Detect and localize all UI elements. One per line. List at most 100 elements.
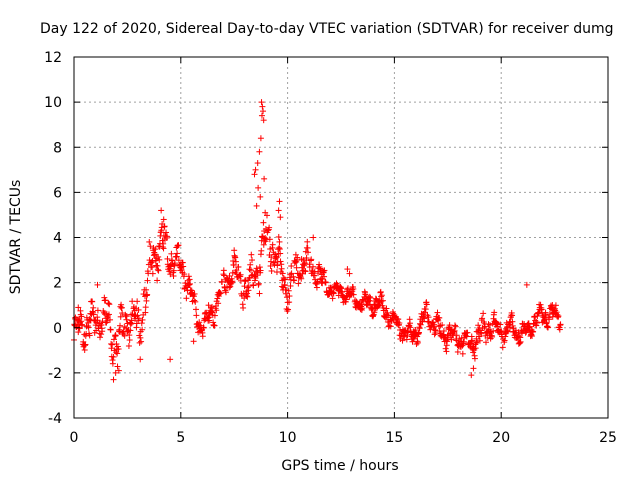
data-point [220, 267, 227, 274]
data-point [499, 344, 506, 351]
data-point [400, 333, 407, 340]
data-point [268, 254, 275, 261]
data-point [311, 272, 318, 279]
data-point [305, 249, 312, 256]
data-point [256, 290, 263, 297]
data-point [160, 216, 167, 223]
data-point [474, 338, 481, 345]
data-point [490, 327, 497, 334]
data-point [167, 356, 174, 363]
data-point [303, 254, 310, 261]
data-point [136, 339, 143, 346]
data-point [161, 223, 168, 230]
data-point [378, 292, 385, 299]
data-point [113, 349, 120, 356]
data-point [112, 332, 119, 339]
data-point [294, 254, 301, 261]
data-point [277, 250, 284, 257]
data-point [248, 251, 255, 258]
data-point [478, 330, 485, 337]
data-point [277, 214, 284, 221]
data-point [258, 247, 265, 254]
data-point [383, 305, 390, 312]
data-point [371, 309, 378, 316]
data-point [509, 322, 516, 329]
data-point [104, 312, 111, 319]
data-point [85, 324, 92, 331]
data-point [330, 290, 337, 297]
data-point [504, 328, 511, 335]
data-point [276, 198, 283, 205]
y-tick-labels: -4 -2 0 2 4 6 8 10 12 [44, 50, 62, 427]
data-point [244, 284, 251, 291]
data-point [440, 327, 447, 334]
data-point [180, 263, 187, 270]
data-point [286, 299, 293, 306]
data-point [102, 297, 109, 304]
data-point [82, 341, 89, 348]
data-point [97, 334, 104, 341]
data-point [479, 315, 486, 322]
data-point [260, 241, 267, 248]
data-point [134, 298, 141, 305]
data-point [123, 313, 130, 320]
data-point [308, 267, 315, 274]
data-point [106, 301, 113, 308]
data-point [244, 293, 251, 300]
data-point [534, 319, 541, 326]
data-point [125, 342, 132, 349]
data-point [309, 263, 316, 270]
data-point [89, 298, 96, 305]
data-point [258, 112, 265, 119]
data-point [486, 322, 493, 329]
data-point [271, 261, 278, 268]
data-point [288, 270, 295, 277]
data-point [260, 219, 267, 226]
y-tick-label: 4 [53, 231, 62, 247]
data-point [269, 241, 276, 248]
data-point [252, 275, 259, 282]
data-point [401, 332, 408, 339]
data-point [448, 336, 455, 343]
data-point [151, 251, 158, 258]
data-point [240, 304, 247, 311]
data-point [257, 135, 264, 142]
data-point [107, 316, 114, 323]
data-point [138, 338, 145, 345]
data-point [251, 171, 258, 178]
data-point [273, 254, 280, 261]
data-point [253, 265, 260, 272]
data-point [329, 295, 336, 302]
data-point [545, 324, 552, 331]
data-point [229, 269, 236, 276]
data-point [154, 277, 161, 284]
data-point [363, 302, 370, 309]
data-point [346, 270, 353, 277]
x-tick-label: 20 [492, 430, 510, 446]
data-point [387, 323, 394, 330]
data-point [156, 256, 163, 263]
data-point [109, 360, 116, 367]
data-point [99, 328, 106, 335]
data-point [442, 345, 449, 352]
x-tick-label: 5 [176, 430, 185, 446]
data-point [147, 243, 154, 250]
data-point [185, 273, 192, 280]
x-tick-labels: 0 5 10 15 20 25 [70, 430, 617, 446]
data-point [252, 166, 259, 173]
data-point [350, 291, 357, 298]
data-point [278, 265, 285, 272]
data-point [491, 309, 498, 316]
data-point [257, 193, 264, 200]
data-point [257, 267, 264, 274]
data-point [146, 238, 153, 245]
data-point [181, 271, 188, 278]
data-point [359, 305, 366, 312]
data-point [192, 298, 199, 305]
x-tick-label: 25 [599, 430, 617, 446]
data-point [247, 261, 254, 268]
data-point [321, 267, 328, 274]
data-point [523, 281, 530, 288]
data-point [260, 108, 267, 115]
data-point [190, 338, 197, 345]
